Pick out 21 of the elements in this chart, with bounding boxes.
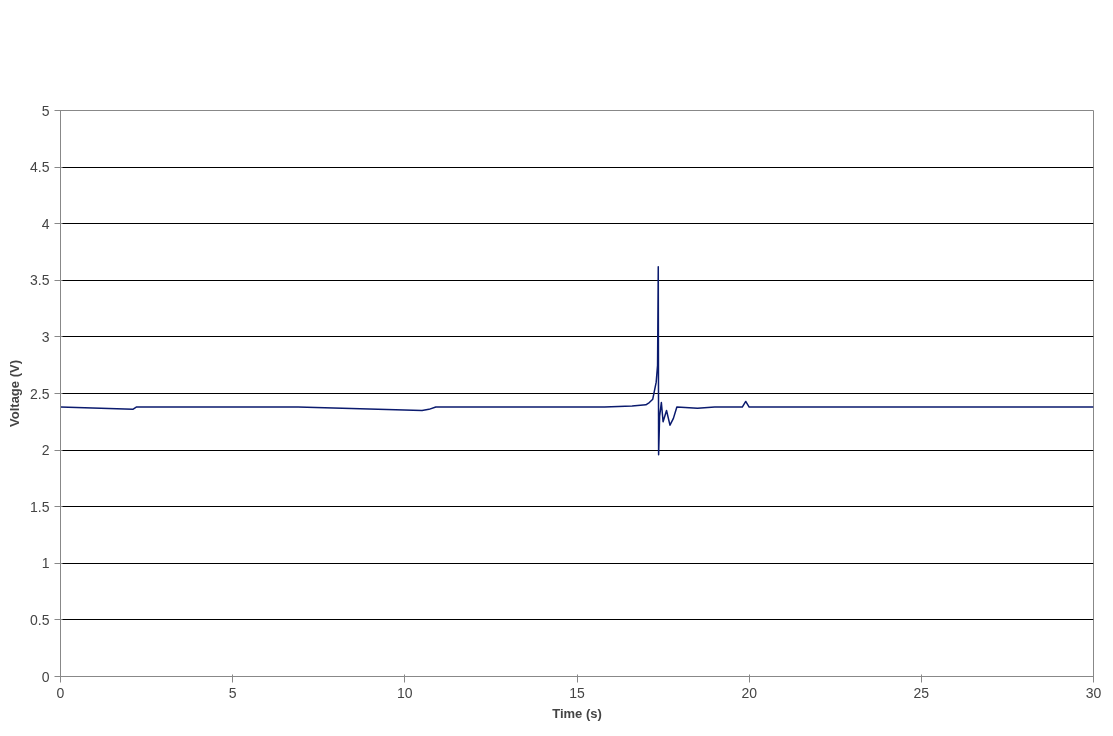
x-tick-label: 30: [1085, 684, 1102, 701]
y-axis-title: Voltage (V): [7, 360, 23, 427]
y-tick-label: 1: [41, 555, 50, 572]
y-tick-label: 1.5: [30, 498, 50, 515]
x-tick-label: 0: [56, 684, 65, 701]
y-tick-label: 0: [41, 668, 50, 685]
y-tick-label: 4.5: [30, 159, 50, 176]
y-tick-label: 2: [41, 442, 50, 459]
x-tick-label: 20: [741, 684, 758, 701]
line-series: [60, 265, 1094, 456]
x-tick-label: 5: [228, 684, 237, 701]
y-tick-label: 2.5: [30, 385, 50, 402]
y-tick-label: 3.5: [30, 272, 50, 289]
y-tick-label: 5: [41, 102, 50, 119]
x-tick-label: 25: [913, 684, 930, 701]
x-axis-title: Time (s): [552, 705, 602, 721]
x-tick-label: 15: [569, 684, 585, 701]
y-tick-label: 3: [41, 328, 50, 345]
y-tick-label: 0.5: [30, 611, 50, 628]
x-tick-label: 10: [397, 684, 413, 701]
y-tick-label: 4: [41, 215, 50, 232]
